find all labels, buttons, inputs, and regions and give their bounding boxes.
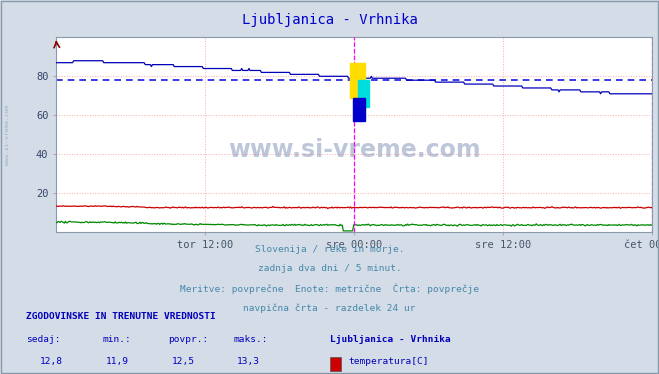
Text: 11,9: 11,9 [105, 357, 129, 366]
Text: 12,8: 12,8 [40, 357, 63, 366]
Bar [350, 63, 365, 98]
Text: 12,5: 12,5 [171, 357, 194, 366]
Text: www.si-vreme.com: www.si-vreme.com [5, 105, 11, 165]
Text: Ljubljanica - Vrhnika: Ljubljanica - Vrhnika [242, 13, 417, 27]
Text: ZGODOVINSKE IN TRENUTNE VREDNOSTI: ZGODOVINSKE IN TRENUTNE VREDNOSTI [26, 312, 216, 321]
Text: povpr.:: povpr.: [168, 335, 208, 344]
Text: Slovenija / reke in morje.: Slovenija / reke in morje. [255, 245, 404, 254]
Text: maks.:: maks.: [234, 335, 268, 344]
Text: min.:: min.: [102, 335, 131, 344]
Text: Ljubljanica - Vrhnika: Ljubljanica - Vrhnika [330, 335, 450, 344]
Text: sedaj:: sedaj: [26, 335, 61, 344]
Text: zadnja dva dni / 5 minut.: zadnja dva dni / 5 minut. [258, 264, 401, 273]
Text: temperatura[C]: temperatura[C] [348, 357, 428, 366]
Text: navpična črta - razdelek 24 ur: navpična črta - razdelek 24 ur [243, 303, 416, 313]
Bar [353, 98, 365, 121]
Text: 13,3: 13,3 [237, 357, 260, 366]
Text: www.si-vreme.com: www.si-vreme.com [228, 138, 480, 162]
Text: Meritve: povprečne  Enote: metrične  Črta: povprečje: Meritve: povprečne Enote: metrične Črta:… [180, 284, 479, 294]
Bar [358, 80, 368, 107]
